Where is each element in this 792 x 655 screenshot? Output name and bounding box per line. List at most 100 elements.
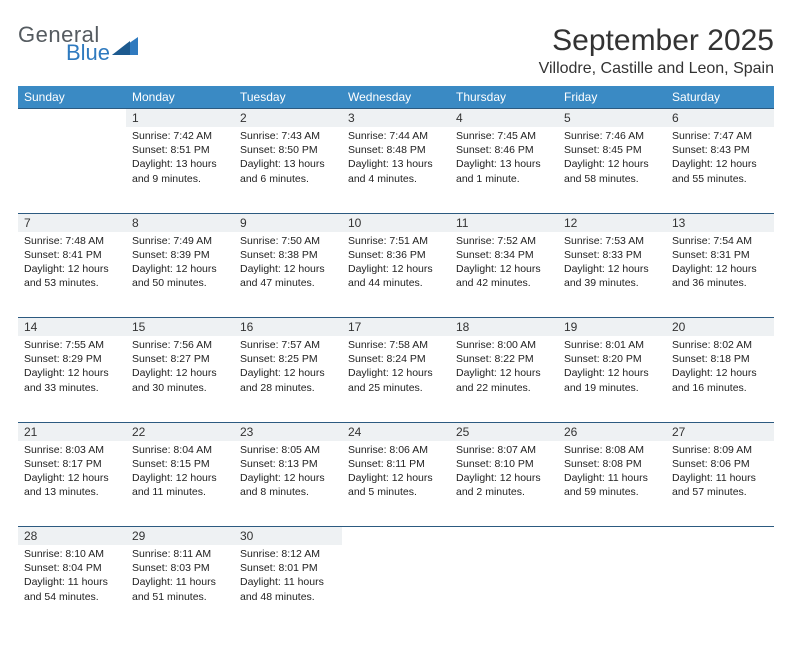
day-cell: Sunrise: 8:01 AMSunset: 8:20 PMDaylight:… — [558, 336, 666, 422]
calendar-body: 123456Sunrise: 7:42 AMSunset: 8:51 PMDay… — [18, 109, 774, 632]
sunset-text: Sunset: 8:15 PM — [132, 457, 228, 471]
day-cell: Sunrise: 7:58 AMSunset: 8:24 PMDaylight:… — [342, 336, 450, 422]
daynum-row: 78910111213 — [18, 213, 774, 232]
day-number: 2 — [234, 109, 342, 128]
day-number — [450, 527, 558, 546]
sunrise-text: Sunrise: 7:53 AM — [564, 234, 660, 248]
day-number: 28 — [18, 527, 126, 546]
day-cell: Sunrise: 8:12 AMSunset: 8:01 PMDaylight:… — [234, 545, 342, 631]
weekday-header: Monday — [126, 86, 234, 109]
day-number: 25 — [450, 422, 558, 441]
sunset-text: Sunset: 8:31 PM — [672, 248, 768, 262]
weekday-header: Thursday — [450, 86, 558, 109]
day-number — [666, 527, 774, 546]
day-cell: Sunrise: 7:48 AMSunset: 8:41 PMDaylight:… — [18, 232, 126, 318]
calendar-page: General Blue September 2025 Villodre, Ca… — [0, 0, 792, 655]
sunrise-text: Sunrise: 8:06 AM — [348, 443, 444, 457]
sunrise-text: Sunrise: 8:10 AM — [24, 547, 120, 561]
logo: General Blue — [18, 24, 138, 64]
day-number: 18 — [450, 318, 558, 337]
day-number — [558, 527, 666, 546]
day-number: 7 — [18, 213, 126, 232]
sunset-text: Sunset: 8:13 PM — [240, 457, 336, 471]
day-number: 29 — [126, 527, 234, 546]
day-cell — [450, 545, 558, 631]
sunrise-text: Sunrise: 7:43 AM — [240, 129, 336, 143]
sunset-text: Sunset: 8:03 PM — [132, 561, 228, 575]
day-cell: Sunrise: 8:06 AMSunset: 8:11 PMDaylight:… — [342, 441, 450, 527]
sunset-text: Sunset: 8:27 PM — [132, 352, 228, 366]
sunset-text: Sunset: 8:51 PM — [132, 143, 228, 157]
sunset-text: Sunset: 8:20 PM — [564, 352, 660, 366]
sunrise-text: Sunrise: 7:42 AM — [132, 129, 228, 143]
day-cell: Sunrise: 7:45 AMSunset: 8:46 PMDaylight:… — [450, 127, 558, 213]
sunset-text: Sunset: 8:08 PM — [564, 457, 660, 471]
day-number: 14 — [18, 318, 126, 337]
sunrise-text: Sunrise: 7:47 AM — [672, 129, 768, 143]
daylight-text: Daylight: 12 hours and 33 minutes. — [24, 366, 120, 394]
day-number: 27 — [666, 422, 774, 441]
day-cell: Sunrise: 7:55 AMSunset: 8:29 PMDaylight:… — [18, 336, 126, 422]
day-number — [18, 109, 126, 128]
day-number: 17 — [342, 318, 450, 337]
weekday-header: Tuesday — [234, 86, 342, 109]
day-cell: Sunrise: 7:50 AMSunset: 8:38 PMDaylight:… — [234, 232, 342, 318]
day-cell: Sunrise: 8:08 AMSunset: 8:08 PMDaylight:… — [558, 441, 666, 527]
daylight-text: Daylight: 12 hours and 44 minutes. — [348, 262, 444, 290]
daylight-text: Daylight: 13 hours and 9 minutes. — [132, 157, 228, 185]
header: General Blue September 2025 Villodre, Ca… — [18, 24, 774, 78]
sunrise-text: Sunrise: 7:46 AM — [564, 129, 660, 143]
sunrise-text: Sunrise: 7:45 AM — [456, 129, 552, 143]
sunset-text: Sunset: 8:46 PM — [456, 143, 552, 157]
day-cell: Sunrise: 7:46 AMSunset: 8:45 PMDaylight:… — [558, 127, 666, 213]
day-cell: Sunrise: 7:42 AMSunset: 8:51 PMDaylight:… — [126, 127, 234, 213]
day-number: 8 — [126, 213, 234, 232]
day-cell: Sunrise: 7:44 AMSunset: 8:48 PMDaylight:… — [342, 127, 450, 213]
day-number: 10 — [342, 213, 450, 232]
sunset-text: Sunset: 8:17 PM — [24, 457, 120, 471]
day-number: 1 — [126, 109, 234, 128]
day-cell: Sunrise: 7:51 AMSunset: 8:36 PMDaylight:… — [342, 232, 450, 318]
daylight-text: Daylight: 12 hours and 19 minutes. — [564, 366, 660, 394]
day-cell: Sunrise: 7:47 AMSunset: 8:43 PMDaylight:… — [666, 127, 774, 213]
sunset-text: Sunset: 8:34 PM — [456, 248, 552, 262]
sunrise-text: Sunrise: 8:07 AM — [456, 443, 552, 457]
sunrise-text: Sunrise: 7:44 AM — [348, 129, 444, 143]
sunrise-text: Sunrise: 7:50 AM — [240, 234, 336, 248]
daylight-text: Daylight: 11 hours and 51 minutes. — [132, 575, 228, 603]
sunset-text: Sunset: 8:25 PM — [240, 352, 336, 366]
day-number: 30 — [234, 527, 342, 546]
day-cell — [558, 545, 666, 631]
daylight-text: Daylight: 12 hours and 11 minutes. — [132, 471, 228, 499]
sunset-text: Sunset: 8:18 PM — [672, 352, 768, 366]
day-cell — [666, 545, 774, 631]
sunrise-text: Sunrise: 7:54 AM — [672, 234, 768, 248]
sunrise-text: Sunrise: 8:04 AM — [132, 443, 228, 457]
sunset-text: Sunset: 8:06 PM — [672, 457, 768, 471]
sunset-text: Sunset: 8:24 PM — [348, 352, 444, 366]
sunset-text: Sunset: 8:10 PM — [456, 457, 552, 471]
day-cell — [18, 127, 126, 213]
day-number: 26 — [558, 422, 666, 441]
sunrise-text: Sunrise: 8:05 AM — [240, 443, 336, 457]
daylight-text: Daylight: 12 hours and 5 minutes. — [348, 471, 444, 499]
daylight-text: Daylight: 13 hours and 1 minute. — [456, 157, 552, 185]
day-number: 22 — [126, 422, 234, 441]
sunrise-text: Sunrise: 7:56 AM — [132, 338, 228, 352]
day-number: 6 — [666, 109, 774, 128]
day-number: 16 — [234, 318, 342, 337]
sunset-text: Sunset: 8:11 PM — [348, 457, 444, 471]
sunrise-text: Sunrise: 8:03 AM — [24, 443, 120, 457]
daylight-text: Daylight: 12 hours and 13 minutes. — [24, 471, 120, 499]
day-number: 4 — [450, 109, 558, 128]
sunset-text: Sunset: 8:04 PM — [24, 561, 120, 575]
day-cell: Sunrise: 7:49 AMSunset: 8:39 PMDaylight:… — [126, 232, 234, 318]
day-cell: Sunrise: 7:54 AMSunset: 8:31 PMDaylight:… — [666, 232, 774, 318]
data-row: Sunrise: 8:10 AMSunset: 8:04 PM Daylight:… — [18, 545, 774, 631]
sunrise-text: Sunrise: 7:58 AM — [348, 338, 444, 352]
sunset-text: Sunset: 8:50 PM — [240, 143, 336, 157]
sunset-text: Sunset: 8:22 PM — [456, 352, 552, 366]
sunset-text: Sunset: 8:01 PM — [240, 561, 336, 575]
day-cell: Sunrise: 7:56 AMSunset: 8:27 PMDaylight:… — [126, 336, 234, 422]
daylight-text: Daylight: 12 hours and 42 minutes. — [456, 262, 552, 290]
